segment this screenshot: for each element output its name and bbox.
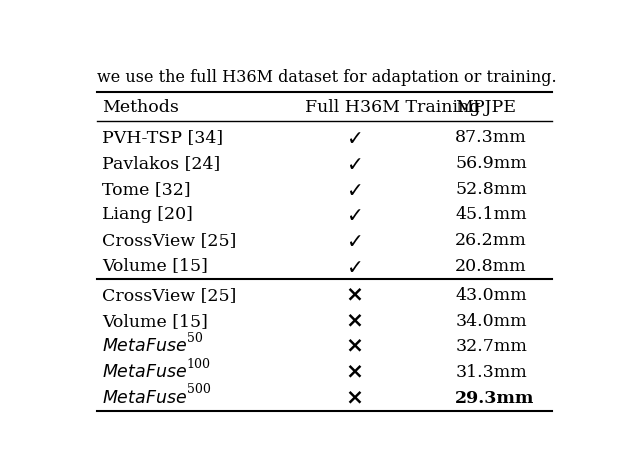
Text: $\boldsymbol{\checkmark}$: $\boldsymbol{\checkmark}$ <box>346 179 361 198</box>
Text: PVH-TSP [34]: PVH-TSP [34] <box>102 129 223 146</box>
Text: 45.1mm: 45.1mm <box>456 206 527 223</box>
Text: 26.2mm: 26.2mm <box>456 232 527 248</box>
Text: we use the full H36M dataset for adaptation or training.: we use the full H36M dataset for adaptat… <box>97 69 557 86</box>
Text: 43.0mm: 43.0mm <box>456 286 527 303</box>
Text: $\mathit{MetaFuse}$: $\mathit{MetaFuse}$ <box>102 389 187 406</box>
Text: 56.9mm: 56.9mm <box>456 155 527 172</box>
Text: $\boldsymbol{\checkmark}$: $\boldsymbol{\checkmark}$ <box>346 128 361 147</box>
Text: Liang [20]: Liang [20] <box>102 206 193 223</box>
Text: Tome [32]: Tome [32] <box>102 180 191 197</box>
Text: MPJPE: MPJPE <box>456 99 516 116</box>
Text: 50: 50 <box>187 331 203 344</box>
Text: $\boldsymbol{\times}$: $\boldsymbol{\times}$ <box>345 362 363 382</box>
Text: CrossView [25]: CrossView [25] <box>102 286 236 303</box>
Text: $\boldsymbol{\checkmark}$: $\boldsymbol{\checkmark}$ <box>346 205 361 224</box>
Text: $\boldsymbol{\checkmark}$: $\boldsymbol{\checkmark}$ <box>346 230 361 249</box>
Text: Volume [15]: Volume [15] <box>102 257 208 274</box>
Text: 52.8mm: 52.8mm <box>456 180 527 197</box>
Text: CrossView [25]: CrossView [25] <box>102 232 236 248</box>
Text: Methods: Methods <box>102 99 179 116</box>
Text: 500: 500 <box>187 383 211 395</box>
Text: $\boldsymbol{\times}$: $\boldsymbol{\times}$ <box>345 387 363 407</box>
Text: $\mathit{MetaFuse}$: $\mathit{MetaFuse}$ <box>102 338 187 354</box>
Text: Full H36M Training: Full H36M Training <box>305 99 480 116</box>
Text: 32.7mm: 32.7mm <box>456 338 527 354</box>
Text: $\boldsymbol{\times}$: $\boldsymbol{\times}$ <box>345 336 363 356</box>
Text: 100: 100 <box>187 357 211 370</box>
Text: 34.0mm: 34.0mm <box>456 312 527 329</box>
Text: $\boldsymbol{\checkmark}$: $\boldsymbol{\checkmark}$ <box>346 256 361 275</box>
Text: 31.3mm: 31.3mm <box>456 363 527 380</box>
Text: $\boldsymbol{\checkmark}$: $\boldsymbol{\checkmark}$ <box>346 154 361 172</box>
Text: $\mathit{MetaFuse}$: $\mathit{MetaFuse}$ <box>102 363 187 380</box>
Text: 20.8mm: 20.8mm <box>456 257 527 274</box>
Text: $\boldsymbol{\times}$: $\boldsymbol{\times}$ <box>345 310 363 330</box>
Text: Pavlakos [24]: Pavlakos [24] <box>102 155 220 172</box>
Text: 29.3mm: 29.3mm <box>456 389 535 406</box>
Text: $\boldsymbol{\times}$: $\boldsymbol{\times}$ <box>345 285 363 305</box>
Text: 87.3mm: 87.3mm <box>456 129 527 146</box>
Text: Volume [15]: Volume [15] <box>102 312 208 329</box>
